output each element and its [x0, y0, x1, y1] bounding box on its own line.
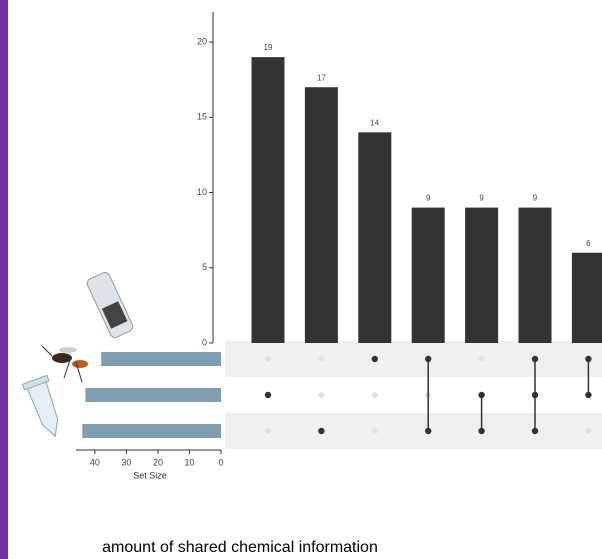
- member-dot: [425, 428, 431, 434]
- bar-label: 9: [426, 194, 431, 203]
- x-tick-label: 30: [121, 457, 131, 467]
- bar-label: 6: [586, 239, 591, 248]
- y-tick-label: 0: [202, 337, 207, 347]
- empty-dot: [318, 356, 324, 362]
- member-dot: [478, 392, 484, 398]
- bar: [358, 132, 391, 343]
- member-dot: [372, 356, 378, 362]
- x-axis-title: Set Size: [133, 470, 167, 480]
- y-tick-label: 10: [197, 187, 207, 197]
- set-bar: [82, 424, 221, 438]
- empty-dot: [479, 356, 485, 362]
- y-tick-label: 5: [202, 262, 207, 272]
- member-dot: [585, 356, 591, 362]
- empty-dot: [318, 392, 324, 398]
- empty-dot: [585, 428, 591, 434]
- x-tick-label: 0: [218, 457, 223, 467]
- x-tick-label: 20: [153, 457, 163, 467]
- icon-eppendorf: [23, 375, 68, 440]
- icon-tube: [86, 271, 135, 339]
- member-dot: [425, 356, 431, 362]
- bar-label: 19: [264, 43, 273, 52]
- empty-dot: [372, 392, 378, 398]
- bar: [572, 253, 602, 343]
- set-bar: [85, 388, 221, 402]
- bar-label: 9: [533, 194, 538, 203]
- member-dot: [585, 392, 591, 398]
- bar: [305, 87, 338, 343]
- y-tick-label: 15: [197, 112, 207, 122]
- bar: [465, 208, 498, 343]
- bar: [252, 57, 285, 343]
- icon-wasp: [42, 346, 88, 382]
- row-shade: [225, 341, 602, 377]
- x-tick-label: 10: [184, 457, 194, 467]
- y-tick-label: 20: [197, 36, 207, 46]
- member-dot: [532, 428, 538, 434]
- member-dot: [532, 356, 538, 362]
- bar-label: 9: [479, 194, 484, 203]
- empty-dot: [372, 428, 378, 434]
- member-dot: [478, 428, 484, 434]
- caption: amount of shared chemical information: [102, 539, 378, 556]
- side-border: [0, 0, 8, 559]
- member-dot: [318, 428, 324, 434]
- bar-label: 14: [370, 118, 379, 127]
- bar: [412, 208, 445, 343]
- row-shade: [225, 413, 602, 449]
- member-dot: [532, 392, 538, 398]
- empty-dot: [265, 356, 271, 362]
- bar-label: 17: [317, 73, 326, 82]
- bar: [519, 208, 552, 343]
- set-bar: [101, 352, 221, 366]
- x-tick-label: 40: [90, 457, 100, 467]
- member-dot: [265, 392, 271, 398]
- empty-dot: [265, 428, 271, 434]
- chart: amount of shared chemical information Se…: [0, 0, 602, 559]
